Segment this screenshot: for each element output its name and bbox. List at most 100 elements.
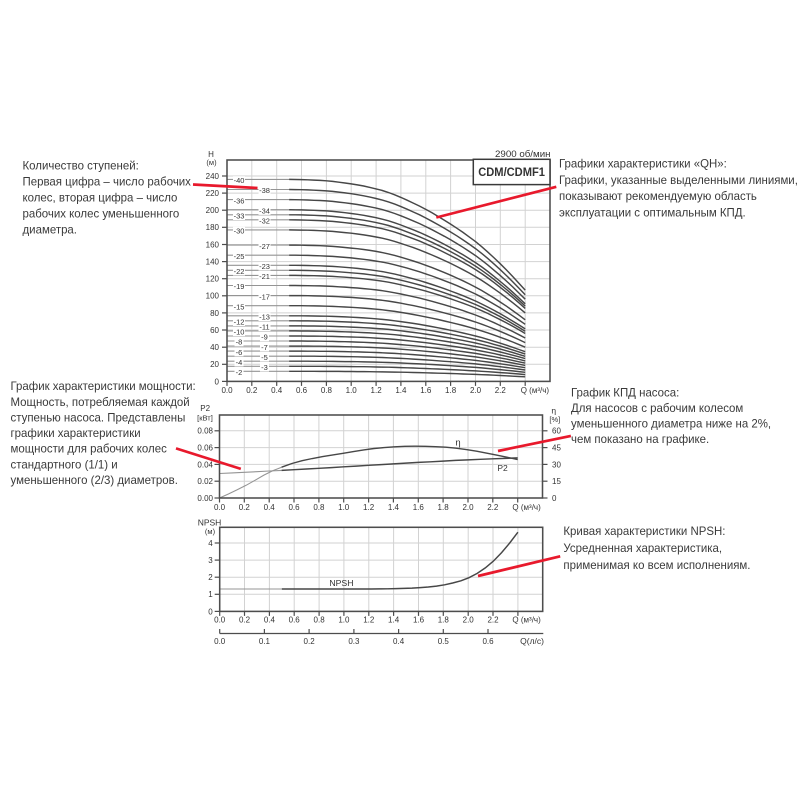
svg-text:2.0: 2.0: [470, 386, 482, 395]
svg-text:0.00: 0.00: [197, 494, 213, 503]
svg-text:-10: -10: [234, 328, 245, 337]
svg-text:0.0: 0.0: [214, 637, 226, 646]
svg-text:2900 об/мин: 2900 об/мин: [495, 149, 551, 160]
svg-text:2.2: 2.2: [487, 615, 499, 624]
svg-text:P2: P2: [200, 404, 210, 413]
svg-text:45: 45: [552, 444, 561, 453]
svg-text:-21: -21: [259, 272, 270, 281]
svg-text:-34: -34: [259, 206, 270, 215]
svg-text:График КПД насоса:: График КПД насоса:: [571, 386, 679, 400]
svg-text:NPSH: NPSH: [198, 518, 222, 528]
svg-text:-23: -23: [259, 262, 270, 271]
svg-text:(м): (м): [206, 158, 217, 167]
svg-text:0.4: 0.4: [271, 386, 283, 395]
svg-text:0.4: 0.4: [393, 637, 405, 646]
svg-text:-11: -11: [259, 323, 269, 332]
svg-text:NPSH: NPSH: [329, 578, 353, 588]
svg-text:0: 0: [215, 377, 220, 386]
svg-text:1.4: 1.4: [388, 503, 400, 512]
svg-text:мощности для рабочих колес: мощности для рабочих колес: [11, 442, 167, 456]
svg-text:60: 60: [210, 326, 219, 335]
svg-text:0.8: 0.8: [313, 503, 325, 512]
svg-text:ступенью насоса. Представлены: ступенью насоса. Представлены: [11, 410, 186, 424]
svg-text:0.0: 0.0: [214, 503, 226, 512]
svg-text:0.2: 0.2: [304, 637, 316, 646]
svg-text:CDM/CDMF1: CDM/CDMF1: [478, 167, 545, 179]
svg-text:240: 240: [206, 172, 220, 181]
svg-text:0.08: 0.08: [197, 427, 213, 436]
svg-text:-38: -38: [259, 186, 270, 195]
svg-text:3: 3: [208, 556, 213, 565]
svg-text:-2: -2: [236, 368, 243, 377]
svg-text:160: 160: [206, 240, 220, 249]
svg-text:-6: -6: [236, 348, 243, 357]
svg-text:0: 0: [208, 607, 213, 616]
svg-text:0.2: 0.2: [239, 503, 251, 512]
svg-text:2: 2: [208, 573, 213, 582]
svg-text:2.0: 2.0: [463, 615, 475, 624]
svg-text:0.6: 0.6: [296, 386, 308, 395]
svg-text:1.6: 1.6: [420, 386, 432, 395]
svg-text:Q (м³/ч): Q (м³/ч): [512, 503, 541, 512]
svg-text:2.0: 2.0: [462, 503, 474, 512]
svg-text:-15: -15: [234, 302, 245, 311]
svg-text:180: 180: [206, 223, 220, 232]
svg-text:-22: -22: [234, 267, 245, 276]
svg-text:Графики, указанные выделенными: Графики, указанные выделенными линиями,: [559, 173, 798, 187]
svg-text:1.8: 1.8: [445, 386, 457, 395]
svg-text:40: 40: [210, 343, 219, 352]
svg-text:1.2: 1.2: [363, 503, 375, 512]
svg-text:1.2: 1.2: [371, 386, 383, 395]
svg-text:-25: -25: [234, 252, 245, 261]
svg-text:-4: -4: [236, 358, 243, 367]
svg-text:-3: -3: [261, 363, 268, 372]
svg-text:графики характеристики: графики характеристики: [11, 426, 141, 440]
svg-text:η: η: [455, 438, 460, 449]
svg-text:Усредненная характеристика,: Усредненная характеристика,: [563, 541, 722, 555]
svg-text:20: 20: [210, 360, 219, 369]
svg-text:0.0: 0.0: [214, 615, 226, 624]
svg-text:0.8: 0.8: [321, 386, 333, 395]
svg-text:-27: -27: [259, 242, 270, 251]
svg-text:60: 60: [552, 427, 561, 436]
svg-text:-36: -36: [234, 196, 245, 205]
svg-text:График характеристики мощности: График характеристики мощности:: [11, 379, 196, 393]
svg-text:Кривая характеристики NPSH:: Кривая характеристики NPSH:: [563, 524, 725, 538]
svg-text:120: 120: [206, 275, 220, 284]
svg-text:-8: -8: [236, 338, 243, 347]
svg-text:0.1: 0.1: [259, 637, 271, 646]
svg-text:220: 220: [206, 189, 220, 198]
svg-text:P2: P2: [497, 463, 508, 473]
svg-text:0.3: 0.3: [348, 637, 360, 646]
svg-text:применимая ко всем исполнениям: применимая ко всем исполнениям.: [563, 558, 750, 572]
svg-text:0.6: 0.6: [482, 637, 494, 646]
svg-text:0.2: 0.2: [246, 386, 258, 395]
svg-text:показывают рекомендуемую облас: показывают рекомендуемую область: [559, 189, 757, 203]
svg-text:0.0: 0.0: [221, 386, 233, 395]
svg-text:-33: -33: [234, 212, 245, 221]
svg-text:η: η: [551, 405, 556, 415]
svg-text:Первая цифра – число рабочих: Первая цифра – число рабочих: [23, 174, 191, 188]
svg-text:-19: -19: [234, 282, 245, 291]
svg-text:0.8: 0.8: [314, 615, 326, 624]
svg-text:1.0: 1.0: [338, 503, 350, 512]
svg-text:Q(л/с): Q(л/с): [520, 636, 544, 646]
svg-text:2.2: 2.2: [487, 503, 499, 512]
svg-text:уменьшенного диаметра ниже на: уменьшенного диаметра ниже на 2%,: [571, 417, 771, 431]
svg-text:80: 80: [210, 309, 219, 318]
svg-text:1.8: 1.8: [438, 503, 450, 512]
svg-text:рабочих колес уменьшенного: рабочих колес уменьшенного: [23, 207, 180, 221]
svg-text:1.0: 1.0: [346, 386, 358, 395]
svg-text:30: 30: [552, 460, 561, 469]
svg-text:Графики характеристики «QH»:: Графики характеристики «QH»:: [559, 157, 727, 171]
svg-text:[кВт]: [кВт]: [197, 413, 213, 422]
svg-text:-5: -5: [261, 353, 268, 362]
svg-text:[%]: [%]: [549, 415, 560, 424]
svg-text:(м): (м): [205, 527, 216, 536]
svg-text:1.8: 1.8: [438, 615, 450, 624]
svg-text:2.2: 2.2: [495, 386, 507, 395]
svg-text:-13: -13: [259, 313, 270, 322]
svg-text:0.2: 0.2: [239, 615, 251, 624]
svg-text:1.4: 1.4: [388, 615, 400, 624]
svg-text:0.04: 0.04: [197, 460, 213, 469]
